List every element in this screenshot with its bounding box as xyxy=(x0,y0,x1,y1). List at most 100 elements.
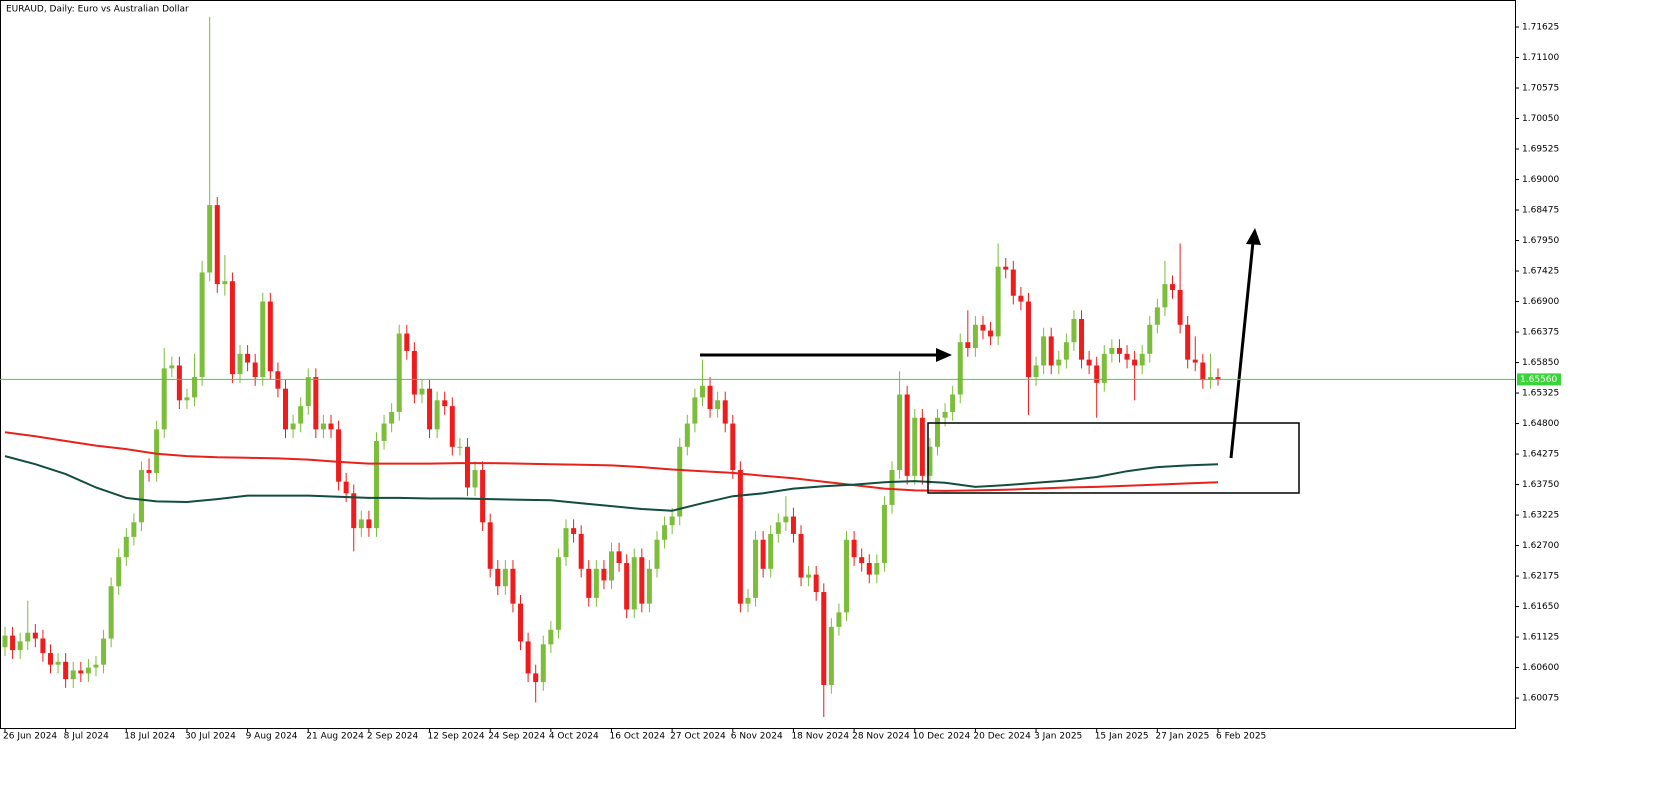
candle-body xyxy=(480,470,486,523)
x-tick-label: 18 Nov 2024 xyxy=(791,732,849,742)
candle-body xyxy=(1048,336,1054,366)
y-tick-label: 1.70575 xyxy=(1522,84,1559,94)
candle-body xyxy=(927,446,933,476)
plot-frame xyxy=(0,0,1516,729)
candle-body xyxy=(813,574,819,593)
candle-body xyxy=(192,377,198,398)
candle-body xyxy=(1154,307,1160,325)
candle-body xyxy=(199,272,205,378)
candle-body xyxy=(692,397,698,424)
marks xyxy=(2,16,1221,717)
candle-body xyxy=(942,411,948,418)
y-tick-label: 1.60600 xyxy=(1522,663,1559,673)
candle-body xyxy=(169,365,175,369)
x-tick-label: 28 Nov 2024 xyxy=(852,732,910,742)
candle-body xyxy=(950,394,956,412)
candle-body xyxy=(684,423,690,447)
candle-body xyxy=(571,528,577,534)
candle-body xyxy=(184,397,190,401)
y-tick-label: 1.64275 xyxy=(1522,450,1559,460)
candle-body xyxy=(563,528,569,558)
candle-body xyxy=(32,632,38,639)
candle-body xyxy=(419,388,425,395)
candle-body xyxy=(699,385,705,398)
candle-body xyxy=(836,612,842,627)
candle-body xyxy=(768,533,774,569)
y-tick-label: 1.67950 xyxy=(1522,236,1559,246)
x-tick-label: 18 Jul 2024 xyxy=(124,732,175,742)
candle-body xyxy=(55,661,61,665)
candle-body xyxy=(17,641,23,651)
candle-body xyxy=(669,516,675,526)
candle-body xyxy=(518,603,524,642)
candle-body xyxy=(897,394,903,471)
price-label-box xyxy=(1517,373,1561,386)
candle-body xyxy=(1116,348,1122,354)
candle-body xyxy=(389,411,395,424)
candle-body xyxy=(343,481,349,494)
candle-body xyxy=(980,324,986,331)
candle-body xyxy=(131,522,137,537)
candle-body xyxy=(63,661,69,680)
y-tick-label: 1.66375 xyxy=(1522,328,1559,338)
x-tick-label: 4 Oct 2024 xyxy=(549,732,599,742)
x-tick-label: 6 Nov 2024 xyxy=(731,732,783,742)
candle-body xyxy=(351,493,357,529)
candle-body xyxy=(1132,359,1138,366)
candle-body xyxy=(533,673,539,683)
candle-body xyxy=(176,365,182,401)
candle-body xyxy=(722,400,728,424)
candle-body xyxy=(662,525,668,540)
candle-body xyxy=(381,423,387,441)
y-tick-label: 1.71625 xyxy=(1522,23,1559,33)
candle-body xyxy=(275,371,281,389)
candle-body xyxy=(1094,365,1100,383)
candle-body xyxy=(631,557,637,610)
candle-body xyxy=(957,342,963,395)
candle-body xyxy=(290,423,296,430)
candle-body xyxy=(245,353,251,363)
candle-body xyxy=(904,394,910,476)
candle-body xyxy=(146,470,152,473)
candle-body xyxy=(1200,362,1206,380)
candle-body xyxy=(237,353,243,375)
candle-body xyxy=(790,516,796,534)
candle-body xyxy=(851,539,857,558)
candle-body xyxy=(919,417,925,476)
candle-body xyxy=(1139,353,1145,366)
candle-body xyxy=(1207,377,1213,380)
candle-body xyxy=(442,400,448,407)
x-tick-label: 24 Sep 2024 xyxy=(488,732,545,742)
candle-body xyxy=(654,539,660,569)
candle-body xyxy=(25,632,31,642)
candle-body xyxy=(502,568,508,587)
candle-body xyxy=(214,205,220,285)
y-tick-label: 1.63225 xyxy=(1522,511,1559,521)
candle-body xyxy=(366,519,372,529)
candle-body xyxy=(472,470,478,488)
y-tick-label: 1.71100 xyxy=(1522,53,1559,63)
candle-body xyxy=(305,377,311,407)
arrow-head xyxy=(936,348,952,362)
y-tick-label: 1.65325 xyxy=(1522,389,1559,399)
candle-body xyxy=(328,423,334,430)
candle-body xyxy=(1185,324,1191,360)
x-tick-label: 30 Jul 2024 xyxy=(185,732,236,742)
candle-body xyxy=(404,333,410,351)
candle-body xyxy=(859,557,865,563)
candle-body xyxy=(108,586,114,639)
y-tick-label: 1.63750 xyxy=(1522,480,1559,490)
candle-body xyxy=(1071,318,1077,343)
candle-body xyxy=(78,670,84,674)
candle-body xyxy=(1033,365,1039,378)
candle-body xyxy=(540,644,546,683)
candle-body xyxy=(252,362,258,378)
candle-body xyxy=(707,385,713,410)
candle-body xyxy=(85,667,91,674)
x-tick-label: 10 Dec 2024 xyxy=(913,732,971,742)
candle-body xyxy=(123,536,129,558)
x-tick-label: 3 Jan 2025 xyxy=(1034,732,1082,742)
candle-body xyxy=(1101,353,1107,383)
candle-body xyxy=(586,568,592,598)
